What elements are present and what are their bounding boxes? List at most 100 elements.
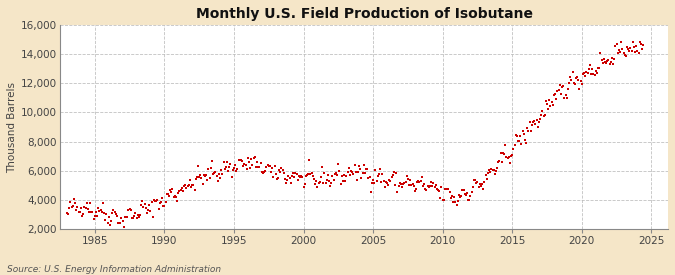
Point [105, 218, 116, 223]
Point [486, 167, 497, 171]
Point [259, 170, 269, 175]
Point [70, 201, 80, 205]
Point [266, 169, 277, 174]
Point [381, 180, 392, 184]
Point [329, 172, 340, 176]
Point [470, 178, 481, 182]
Point [247, 163, 258, 167]
Point [355, 167, 366, 172]
Point [564, 81, 574, 85]
Point [501, 155, 512, 159]
Point [586, 72, 597, 76]
Point [605, 60, 616, 64]
Point [323, 178, 334, 183]
Point [101, 211, 112, 216]
Point [163, 193, 174, 198]
Point [396, 182, 406, 187]
Point [444, 190, 455, 195]
Point [155, 199, 166, 204]
Point [300, 174, 311, 178]
Point [599, 57, 610, 62]
Point [623, 47, 634, 51]
Point [221, 160, 232, 164]
Point [281, 181, 292, 186]
Point [508, 147, 519, 151]
Point [184, 183, 194, 188]
Point [495, 151, 506, 156]
Point [463, 198, 474, 202]
Point [268, 175, 279, 179]
Point [576, 82, 587, 87]
Point [601, 61, 612, 65]
Point [292, 178, 303, 182]
Point [431, 187, 442, 191]
Point [192, 164, 203, 168]
Point [496, 160, 507, 164]
Point [618, 51, 629, 56]
Point [480, 173, 491, 177]
Point [389, 183, 400, 187]
Point [294, 174, 304, 178]
Point [632, 49, 643, 53]
Point [574, 87, 585, 91]
Point [291, 171, 302, 176]
Point [331, 171, 342, 175]
Point [458, 188, 469, 192]
Point [460, 192, 471, 197]
Point [179, 184, 190, 188]
Point [399, 181, 410, 185]
Point [524, 120, 535, 124]
Point [87, 210, 98, 214]
Point [153, 207, 164, 211]
Point [130, 211, 141, 215]
Point [158, 204, 169, 208]
Point [65, 200, 76, 204]
Point [344, 173, 355, 177]
Title: Monthly U.S. Field Production of Isobutane: Monthly U.S. Field Production of Isobuta… [196, 7, 533, 21]
Point [147, 214, 158, 219]
Point [599, 60, 610, 64]
Point [562, 96, 572, 100]
Point [381, 180, 392, 185]
Point [575, 78, 586, 83]
Point [194, 175, 205, 179]
Point [294, 175, 305, 179]
Point [325, 183, 335, 188]
Point [122, 214, 133, 219]
Point [338, 178, 348, 183]
Point [459, 191, 470, 196]
Point [144, 203, 155, 207]
Point [237, 158, 248, 163]
Point [118, 225, 129, 230]
Point [468, 177, 479, 182]
Point [253, 164, 264, 169]
Y-axis label: Thousand Barrels: Thousand Barrels [7, 81, 17, 172]
Point [638, 43, 649, 47]
Point [326, 181, 337, 186]
Point [317, 164, 327, 169]
Point [418, 182, 429, 186]
Point [97, 210, 107, 214]
Point [583, 67, 594, 71]
Point [462, 191, 472, 195]
Point [368, 178, 379, 182]
Point [173, 191, 184, 195]
Point [493, 160, 504, 164]
Point [392, 189, 403, 194]
Point [103, 214, 114, 219]
Point [100, 217, 111, 222]
Point [422, 184, 433, 188]
Point [215, 176, 225, 180]
Point [423, 185, 434, 189]
Point [352, 169, 363, 174]
Point [509, 143, 520, 147]
Point [129, 214, 140, 218]
Point [386, 175, 397, 180]
Point [297, 175, 308, 179]
Point [202, 178, 213, 183]
Point [160, 200, 171, 205]
Point [250, 165, 261, 169]
Point [211, 174, 222, 178]
Point [66, 205, 77, 210]
Point [283, 174, 294, 178]
